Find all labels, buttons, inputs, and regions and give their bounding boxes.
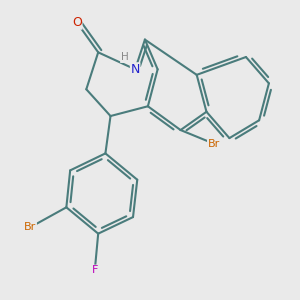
- Text: O: O: [72, 16, 82, 29]
- Text: F: F: [92, 265, 98, 275]
- Text: Br: Br: [208, 139, 220, 148]
- Text: H: H: [121, 52, 128, 62]
- Text: N: N: [130, 63, 140, 76]
- Text: Br: Br: [24, 222, 36, 232]
